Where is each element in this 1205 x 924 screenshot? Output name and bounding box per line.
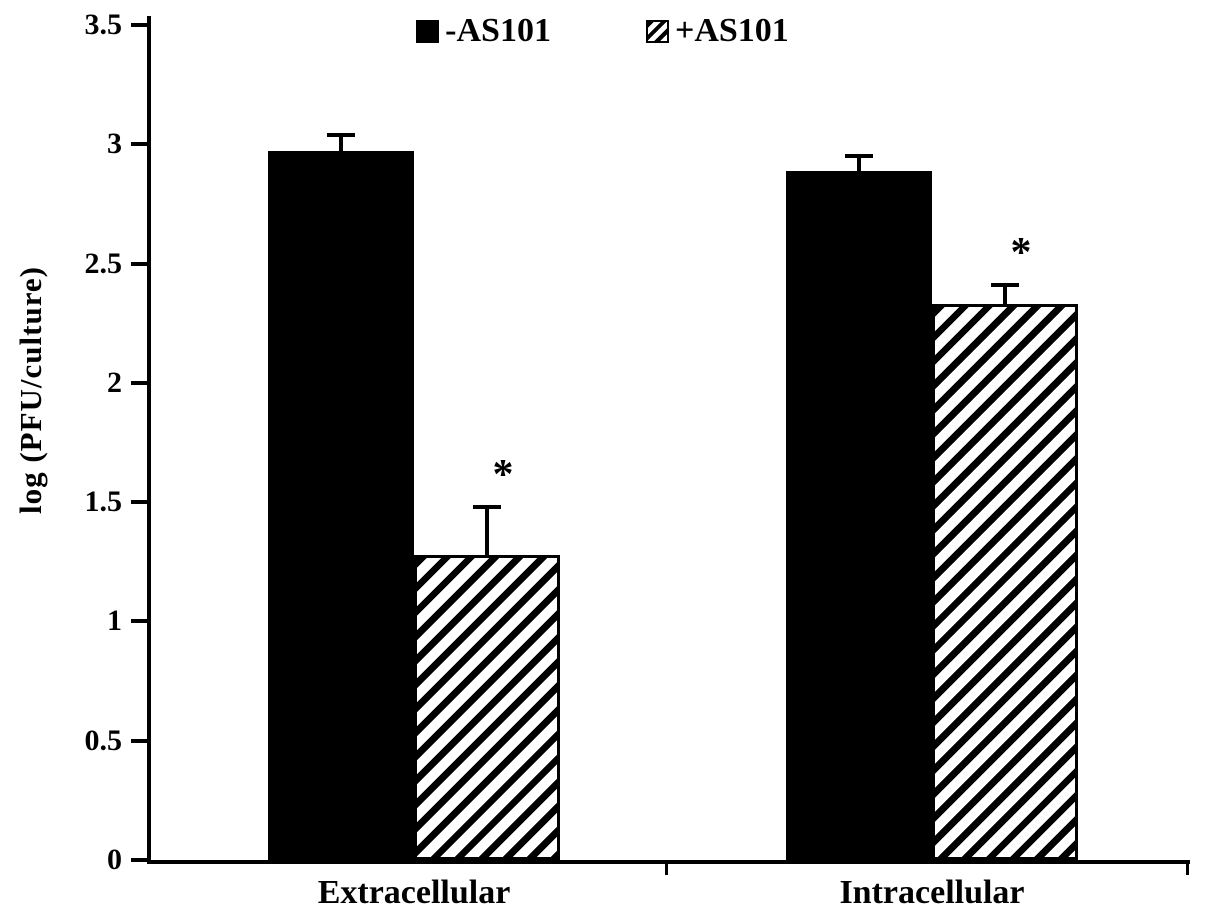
legend-label: -AS101 (445, 12, 551, 49)
x-tick-mark (665, 864, 668, 875)
y-tick-mark (131, 858, 148, 862)
legend: -AS101 +AS101 (0, 12, 1205, 50)
bar-plus-as101-extracellular (414, 554, 560, 860)
y-tick-mark (131, 738, 148, 743)
error-bar-line (1003, 285, 1007, 307)
x-category-label-extracellular: Extracellular (317, 874, 511, 911)
y-tick-mark (131, 500, 148, 505)
error-bar-cap (845, 154, 873, 159)
y-tick-label: 0 (107, 843, 122, 876)
error-bar-line (485, 506, 489, 557)
x-axis-line (147, 860, 1190, 864)
bar-plus-as101-intracellular (932, 304, 1078, 860)
y-tick-label: 1 (107, 604, 122, 638)
y-tick-mark (131, 380, 148, 385)
x-tick-mark (1186, 864, 1189, 875)
y-tick-label: 2.5 (84, 246, 123, 280)
y-tick-mark (131, 261, 148, 266)
significance-marker: * (1010, 230, 1032, 277)
error-bar-line (339, 134, 343, 154)
y-tick-mark (131, 142, 148, 147)
y-tick-label: 2 (107, 365, 122, 399)
x-category-label-intracellular: Intracellular (839, 874, 1025, 911)
y-tick-label: 0.5 (84, 723, 123, 757)
y-tick-mark (131, 23, 148, 27)
y-tick-label: 3.5 (84, 8, 123, 41)
error-bar-cap (473, 504, 501, 509)
error-bar-line (857, 156, 861, 173)
bar-minus-as101-extracellular (268, 151, 414, 860)
legend-label: +AS101 (674, 12, 789, 49)
significance-marker: * (492, 451, 514, 498)
error-bar-cap (327, 132, 355, 137)
y-axis-line (147, 16, 151, 864)
error-bar-cap (991, 283, 1019, 288)
y-tick-mark (131, 619, 148, 624)
y-tick-label: 3 (107, 127, 122, 161)
hatched-square-swatch-icon (645, 19, 669, 43)
y-tick-label: 1.5 (84, 485, 123, 519)
legend-item-minus-as101: -AS101 (416, 12, 551, 50)
bar-minus-as101-intracellular (786, 170, 932, 860)
solid-square-swatch-icon (416, 19, 440, 43)
legend-item-plus-as101: +AS101 (645, 12, 789, 50)
